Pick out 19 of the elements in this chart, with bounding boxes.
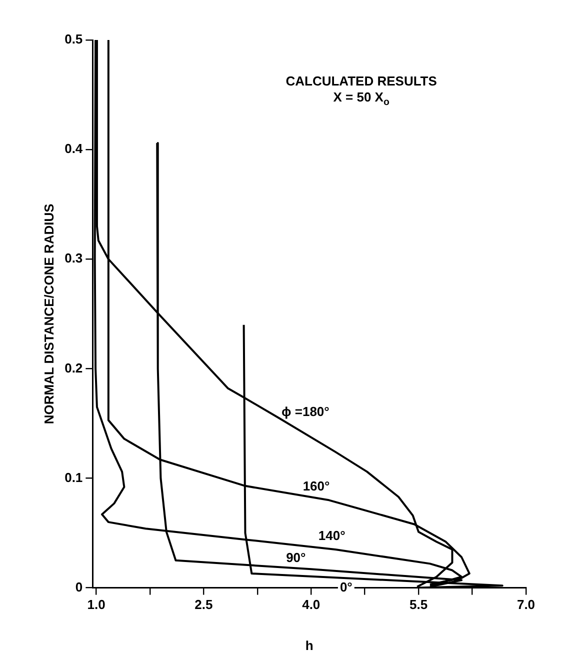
series-label: ϕ =180°	[282, 404, 330, 420]
text: CALCULATED RESULTS	[286, 74, 438, 89]
x-tick-label: 4.0	[302, 597, 320, 612]
x-axis-title: h	[305, 638, 314, 653]
series-label: 0°	[340, 579, 352, 594]
y-tick-label: 0.4	[64, 141, 84, 156]
y-tick-label: 0.3	[64, 250, 83, 266]
y-axis-title: NORMAL DISTANCE/CONE RADIUS	[41, 203, 56, 424]
y-tick-label: 0.2	[64, 360, 83, 376]
x-tick-label: 7.0	[516, 597, 536, 612]
x-tick-label: 5.5	[410, 597, 428, 612]
series-label: 160°	[302, 478, 330, 494]
y-tick-label: 0.5	[64, 32, 83, 47]
y-tick-label: 0	[75, 579, 83, 594]
x-tick-label: 1.0	[87, 597, 106, 612]
series-label: 140°	[318, 528, 346, 543]
x-tick-label: 2.5	[194, 597, 213, 612]
y-tick-label: 0.1	[64, 470, 83, 485]
series-label: 90°	[286, 550, 306, 565]
